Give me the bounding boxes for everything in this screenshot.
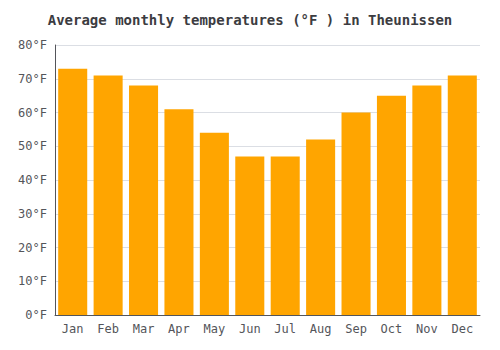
- svg-text:20°F: 20°F: [18, 241, 47, 255]
- svg-text:Average monthly temperatures (: Average monthly temperatures (°F ) in Th…: [48, 12, 453, 28]
- svg-text:Apr: Apr: [168, 322, 190, 336]
- svg-text:50°F: 50°F: [18, 139, 47, 153]
- svg-text:Oct: Oct: [381, 322, 403, 336]
- svg-text:Aug: Aug: [310, 322, 332, 336]
- svg-text:Jul: Jul: [274, 322, 296, 336]
- svg-text:0°F: 0°F: [25, 308, 47, 322]
- svg-text:10°F: 10°F: [18, 274, 47, 288]
- svg-text:May: May: [204, 322, 226, 336]
- svg-text:Sep: Sep: [345, 322, 367, 336]
- svg-text:40°F: 40°F: [18, 173, 47, 187]
- svg-text:Jun: Jun: [239, 322, 261, 336]
- svg-text:Jan: Jan: [62, 322, 84, 336]
- svg-text:70°F: 70°F: [18, 72, 47, 86]
- svg-text:Feb: Feb: [97, 322, 119, 336]
- svg-text:Dec: Dec: [451, 322, 473, 336]
- svg-text:Mar: Mar: [133, 322, 155, 336]
- svg-text:Nov: Nov: [416, 322, 438, 336]
- svg-text:30°F: 30°F: [18, 207, 47, 221]
- svg-text:80°F: 80°F: [18, 38, 47, 52]
- svg-text:60°F: 60°F: [18, 106, 47, 120]
